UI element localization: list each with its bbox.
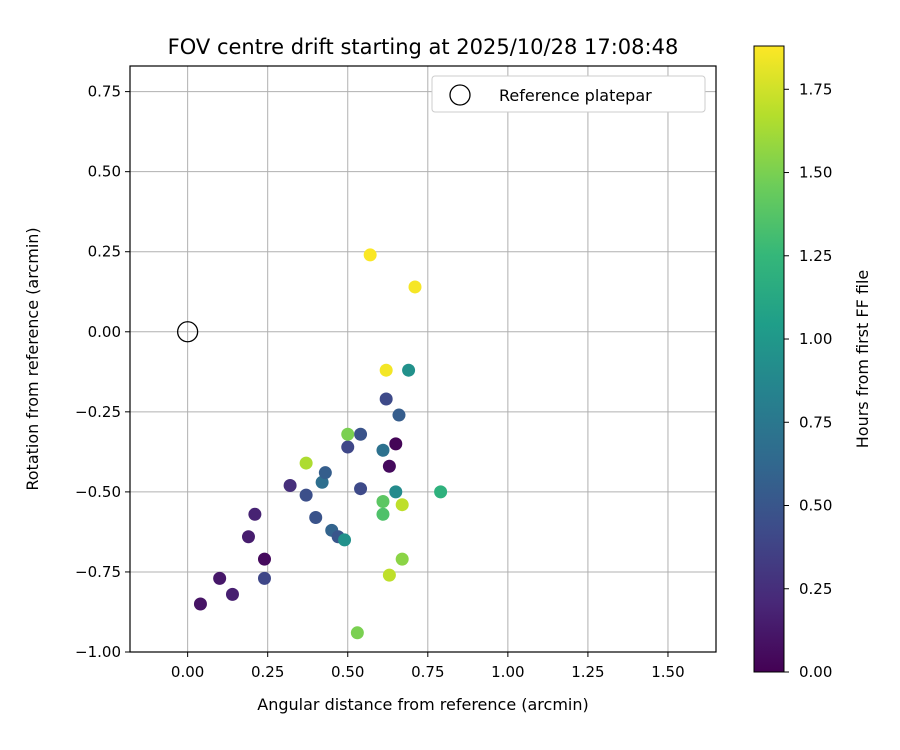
- colorbar-tick-label: 0.25: [799, 580, 832, 598]
- data-point: [354, 427, 368, 441]
- data-point: [389, 437, 403, 451]
- data-point: [213, 571, 227, 585]
- y-tick-label: 0.00: [88, 323, 121, 341]
- data-point: [309, 511, 323, 525]
- data-point: [318, 466, 332, 480]
- data-point: [395, 552, 409, 566]
- data-point: [354, 482, 368, 496]
- data-point: [341, 440, 355, 454]
- data-point: [257, 571, 271, 585]
- legend: Reference platepar: [431, 75, 706, 113]
- x-tick-label: 1.25: [571, 663, 604, 681]
- data-point: [402, 363, 416, 377]
- y-tick-label: −1.00: [75, 643, 121, 661]
- x-tick-label: 1.50: [651, 663, 684, 681]
- data-point: [225, 587, 239, 601]
- colorbar: [753, 45, 785, 673]
- colorbar-tick-label: 1.75: [799, 80, 832, 98]
- x-tick-label: 0.25: [251, 663, 284, 681]
- data-point: [395, 498, 409, 512]
- colorbar-label: Hours from first FF file: [853, 270, 872, 449]
- legend-box: [431, 75, 706, 113]
- plot-frame: [129, 65, 717, 653]
- data-point: [248, 507, 262, 521]
- colorbar-tick-label: 0.50: [799, 497, 832, 515]
- colorbar-tick-label: 0.75: [799, 413, 832, 431]
- data-point: [283, 478, 297, 492]
- colorbar-tick-label: 1.50: [799, 164, 832, 182]
- y-tick-label: 0.25: [88, 243, 121, 261]
- data-point: [363, 248, 377, 262]
- data-point: [392, 408, 406, 422]
- data-point: [434, 485, 448, 499]
- x-axis-ticks: 0.00 0.25 0.50 0.75 1.00 1.25 1.50: [171, 652, 685, 681]
- x-tick-label: 1.00: [491, 663, 524, 681]
- x-tick-label: 0.00: [171, 663, 204, 681]
- data-point: [376, 443, 390, 457]
- y-tick-label: −0.75: [75, 563, 121, 581]
- data-point: [341, 427, 355, 441]
- data-point: [408, 280, 422, 294]
- data-point: [350, 626, 364, 640]
- y-tick-label: 0.75: [88, 83, 121, 101]
- data-point: [257, 552, 271, 566]
- data-point: [299, 488, 313, 502]
- y-axis-ticks: −1.00 −0.75 −0.50 −0.25 0.00 0.25 0.50 0.75: [75, 83, 130, 661]
- data-point: [193, 597, 207, 611]
- colorbar-tick-label: 0.00: [799, 663, 832, 681]
- y-tick-label: −0.25: [75, 403, 121, 421]
- data-point: [299, 456, 313, 470]
- data-point: [241, 530, 255, 544]
- reference-marker-group: [176, 321, 199, 343]
- legend-entry-reference: Reference platepar: [499, 86, 652, 105]
- y-axis-label: Rotation from reference (arcmin): [23, 227, 42, 490]
- chart-title: FOV centre drift starting at 2025/10/28 …: [168, 35, 679, 59]
- data-point: [389, 485, 403, 499]
- data-point: [376, 507, 390, 521]
- legend-reference-marker: [449, 84, 471, 106]
- colorbar-tick-label: 1.25: [799, 247, 832, 265]
- colorbar-tick-label: 1.00: [799, 330, 832, 348]
- reference-point: [176, 321, 199, 343]
- data-point: [379, 363, 393, 377]
- colorbar-ticks: 0.00 0.25 0.50 0.75 1.00 1.25 1.50 1.75: [784, 80, 832, 681]
- data-point: [382, 459, 396, 473]
- data-point: [338, 533, 352, 547]
- data-point: [382, 568, 396, 582]
- y-tick-label: −0.50: [75, 483, 121, 501]
- x-tick-label: 0.50: [331, 663, 364, 681]
- y-tick-label: 0.50: [88, 163, 121, 181]
- data-point: [376, 494, 390, 508]
- data-points: [193, 248, 448, 640]
- x-tick-label: 0.75: [411, 663, 444, 681]
- data-point: [379, 392, 393, 406]
- x-axis-label: Angular distance from reference (arcmin): [257, 695, 588, 714]
